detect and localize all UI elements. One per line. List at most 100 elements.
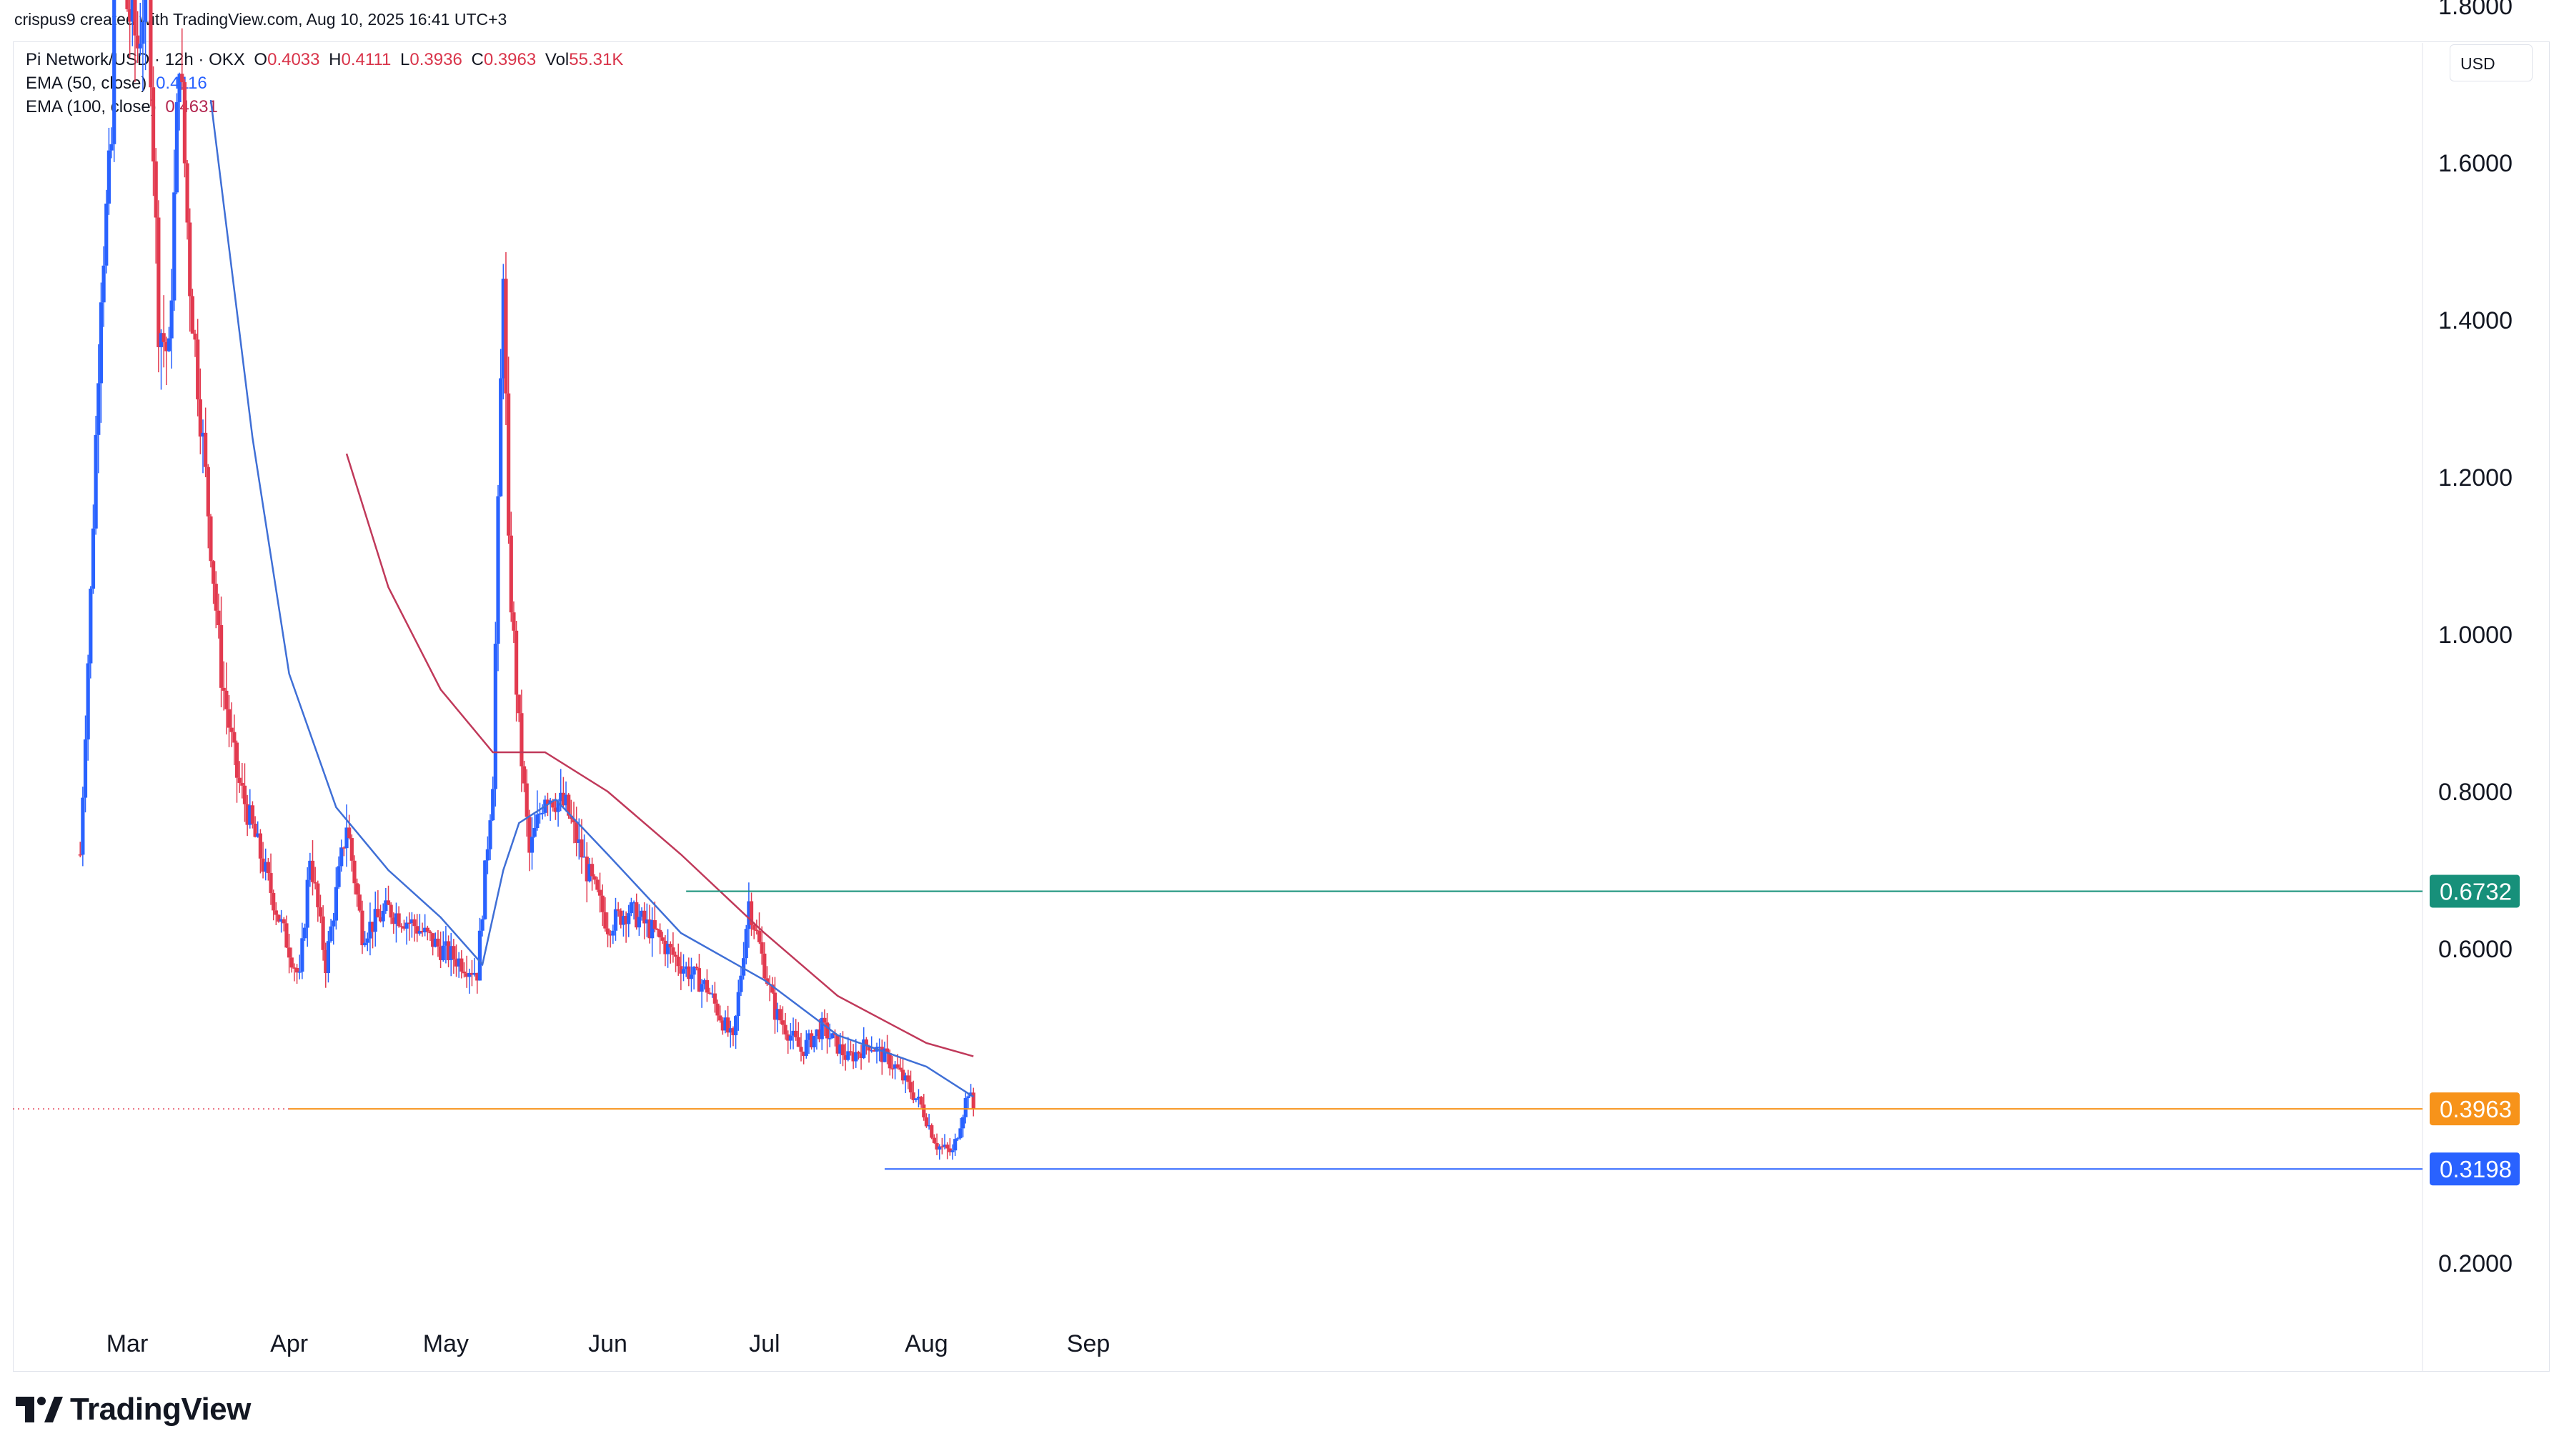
candle — [321, 905, 325, 961]
candle — [91, 504, 96, 594]
candle — [446, 935, 451, 967]
ema100-value: 0.4631 — [165, 97, 218, 116]
candle — [441, 931, 445, 962]
candle — [608, 930, 612, 948]
candle — [940, 1137, 944, 1155]
candle — [930, 1123, 934, 1140]
candle — [292, 963, 297, 982]
candle — [483, 859, 487, 920]
candle — [640, 907, 644, 921]
low-value: 0.3936 — [409, 50, 462, 69]
candle — [726, 1005, 730, 1037]
candle — [196, 319, 200, 417]
high-label: H — [329, 50, 342, 69]
candle — [540, 804, 545, 820]
candle — [329, 919, 333, 943]
candle — [475, 972, 480, 994]
candle — [971, 1087, 975, 1117]
candle — [963, 1091, 968, 1124]
candle — [174, 93, 179, 194]
candle — [162, 295, 166, 368]
level-price-tag: 0.3963 — [2430, 1092, 2520, 1126]
candle — [125, 0, 129, 12]
level-price-label: 0.3198 — [2440, 1156, 2512, 1182]
candle — [692, 966, 696, 989]
candle — [919, 1095, 923, 1108]
candle — [310, 840, 315, 896]
candle — [159, 329, 164, 390]
candle — [130, 0, 134, 46]
tradingview-logo[interactable]: TradingView — [16, 1392, 251, 1427]
level-price-tag: 0.6732 — [2430, 874, 2520, 908]
candle — [575, 807, 579, 857]
candle — [587, 857, 592, 883]
candle — [530, 817, 535, 870]
candle — [355, 878, 359, 907]
candle — [86, 654, 90, 761]
candle — [250, 801, 255, 829]
candle — [966, 1094, 970, 1109]
candle — [532, 814, 537, 838]
candle — [898, 1057, 903, 1072]
candle — [846, 1037, 850, 1062]
candle — [592, 874, 597, 884]
candle — [775, 1002, 780, 1033]
candle — [217, 593, 221, 639]
candle — [496, 484, 500, 672]
candle — [404, 916, 409, 945]
candle — [812, 1035, 816, 1053]
candle — [710, 984, 715, 998]
candle — [201, 419, 205, 474]
candle — [715, 999, 720, 1022]
candle — [509, 512, 513, 622]
ema100-legend[interactable]: EMA (100, close) 0.4631 — [26, 97, 222, 117]
candle — [499, 349, 503, 497]
candle — [597, 872, 602, 913]
level-price-label: 0.3963 — [2440, 1096, 2512, 1122]
candle — [823, 1009, 827, 1037]
candle — [313, 867, 317, 889]
candle — [755, 919, 759, 935]
candle — [507, 356, 511, 544]
price-tick-label: 1.0000 — [2438, 622, 2513, 649]
candle — [143, 0, 148, 71]
candle — [885, 1034, 890, 1064]
candle — [305, 867, 309, 947]
candle — [695, 963, 699, 971]
candle — [520, 689, 524, 792]
candle — [425, 925, 429, 941]
price-tick-label: 0.6000 — [2438, 936, 2513, 963]
candle — [747, 882, 751, 948]
candle — [906, 1069, 910, 1089]
candle — [302, 923, 307, 941]
candle — [527, 809, 532, 872]
candle — [870, 1036, 874, 1053]
candle — [655, 928, 660, 937]
candle — [752, 922, 756, 939]
time-tick-label: Apr — [270, 1330, 308, 1357]
candle — [188, 208, 192, 332]
candle — [234, 740, 239, 803]
candle — [856, 1050, 860, 1060]
horizontal-levels: 0.6732 0.3963 0.3198 — [13, 874, 2520, 1186]
ema50-legend[interactable]: EMA (50, close) 0.4116 — [26, 74, 212, 94]
candle — [603, 897, 607, 932]
candle — [308, 852, 312, 887]
currency-selector[interactable]: USD — [2450, 44, 2533, 81]
candle — [409, 912, 414, 938]
candle — [472, 957, 477, 977]
candle — [932, 1134, 936, 1144]
candle — [621, 910, 626, 937]
candle — [922, 1094, 926, 1121]
candle — [101, 246, 106, 327]
candle — [373, 891, 377, 947]
candle — [843, 1043, 848, 1071]
candle — [880, 1039, 884, 1075]
candle — [537, 802, 542, 824]
candle — [712, 982, 717, 1013]
candle — [141, 0, 145, 91]
time-tick-label: Aug — [905, 1330, 948, 1357]
candle — [629, 897, 634, 917]
candle — [480, 915, 485, 937]
